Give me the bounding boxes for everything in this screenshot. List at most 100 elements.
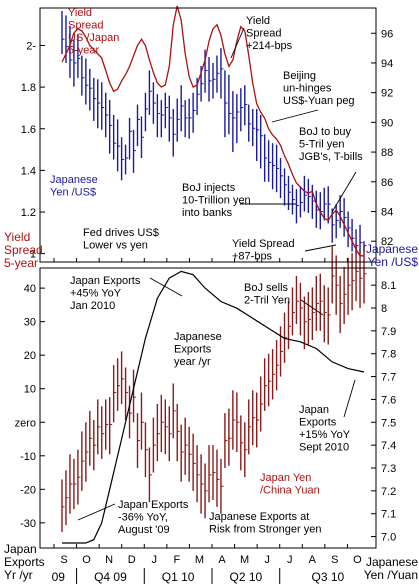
annotation-exports-aug-09: -36% YoY, xyxy=(118,512,168,524)
bottom-left-axis-title: Yr /yr xyxy=(4,568,33,582)
annotation-leader xyxy=(77,503,116,521)
month-label: M xyxy=(195,554,204,566)
annotation-yield-spread-title: US /Japan xyxy=(68,32,119,44)
annotation-yield-spread-87: +87-bps xyxy=(232,251,273,263)
annotation-yield-spread-214: Spread xyxy=(246,28,281,40)
bottom-left-tick-label: zero xyxy=(15,417,36,429)
month-label: D xyxy=(128,554,136,566)
bottom-right-tick-label: 7.7 xyxy=(381,372,396,384)
annotation-exports-risk: Risk from Stronger yen xyxy=(209,524,321,536)
annotation-boj-injects: into banks xyxy=(182,207,233,219)
annotation-leader xyxy=(271,109,319,123)
annotation-boj-sells: 2-Tril Yen xyxy=(244,295,290,307)
annotation-exports-jan-2010: +45% YoY xyxy=(70,288,122,300)
bottom-left-tick-label: -10 xyxy=(20,451,36,463)
top-right-axis-title: Japanese xyxy=(366,242,418,256)
bottom-right-tick-label: 7.2 xyxy=(381,486,396,498)
bottom-left-axis-title: Japan xyxy=(4,542,37,556)
top-left-tick-label: 1.8 xyxy=(21,82,36,94)
bottom-right-tick-label: 7.6 xyxy=(381,394,396,406)
top-right-tick-label: 86 xyxy=(381,177,393,189)
annotation-exports-aug-09: August '09 xyxy=(118,524,170,536)
top-right-tick-label: 82 xyxy=(381,236,393,248)
quarter-label: Q4 09 xyxy=(94,570,127,584)
top-right-tick-label: 88 xyxy=(381,147,393,159)
annotation-leader xyxy=(304,244,337,252)
top-right-tick-label: 96 xyxy=(381,28,393,40)
month-label: J xyxy=(264,554,270,566)
bottom-right-axis-title: Japanese xyxy=(366,555,418,569)
top-left-tick-label: 1 xyxy=(30,249,36,261)
exports-line xyxy=(62,270,365,544)
annotation-exports-sept-2010: Sept 2010 xyxy=(299,442,349,454)
bottom-right-axis-title: Yen /Yuan xyxy=(364,568,418,582)
annotation-yield-spread-title: 5-year xyxy=(68,45,100,57)
annotation-yield-spread-title: Yield xyxy=(68,7,92,19)
bottom-panel-frame xyxy=(39,267,377,549)
bottom-right-tick-label: 7.3 xyxy=(381,463,396,475)
annotation-leader xyxy=(331,171,357,213)
month-label: O xyxy=(82,554,91,566)
annotation-fed-drives: Fed drives US$ xyxy=(83,227,159,239)
top-left-tick-label: 1.2 xyxy=(21,207,36,219)
annotation-exports-yr-label: Exports xyxy=(174,344,212,356)
bottom-left-tick-label: 40 xyxy=(24,283,36,295)
annotation-exports-yr-label: year /yr xyxy=(174,356,211,368)
top-right-axis-title: Yen /US$ xyxy=(368,255,419,269)
annotation-exports-yr-label: Japanese xyxy=(174,331,222,343)
annotation-exports-risk: Japanese Exports at xyxy=(209,511,309,523)
annotation-leader xyxy=(230,27,245,59)
top-right-tick-label: 92 xyxy=(381,88,393,100)
top-right-tick-label: 94 xyxy=(381,58,393,70)
top-left-axis-title: 5-year xyxy=(4,256,38,270)
quarter-label: 09 xyxy=(52,570,66,584)
quarter-label: Q3 10 xyxy=(312,570,345,584)
bottom-right-tick-label: 7.4 xyxy=(381,440,396,452)
bottom-left-axis-title: Exports xyxy=(4,555,45,569)
annotation-yen-yuan-label: Japan Yen xyxy=(260,472,311,484)
bottom-right-tick-label: 7.5 xyxy=(381,417,396,429)
top-right-tick-label: 84 xyxy=(381,206,393,218)
month-label: J xyxy=(152,554,158,566)
annotation-japanese-yen-left: Yen /US$ xyxy=(50,187,96,199)
bottom-right-tick-label: 8 xyxy=(381,303,387,315)
annotation-leader xyxy=(343,379,356,418)
yield-spread-line xyxy=(61,5,364,257)
bottom-left-tick-label: -20 xyxy=(20,484,36,496)
annotation-yield-spread-214: +214-bps xyxy=(246,40,293,52)
annotation-exports-jan-2010: Jan 2010 xyxy=(70,300,115,312)
quarter-label: Q2 10 xyxy=(230,570,263,584)
month-label: O xyxy=(353,554,362,566)
month-label: S xyxy=(60,554,67,566)
top-panel-frame xyxy=(39,7,377,263)
annotation-beijing: un-hinges xyxy=(283,83,332,95)
top-left-axis-title: Yield xyxy=(4,230,30,244)
bottom-left-tick-label: -30 xyxy=(20,518,36,530)
top-right-tick-label: 90 xyxy=(381,117,393,129)
annotation-leader xyxy=(149,277,183,297)
top-left-tick-label: 1.4 xyxy=(21,165,36,177)
bottom-left-tick-label: 30 xyxy=(24,317,36,329)
annotation-exports-jan-2010: Japan Exports xyxy=(70,275,141,287)
top-left-tick-label: 1.6 xyxy=(21,124,36,136)
annotation-exports-aug-09: Japan Exports xyxy=(118,499,189,511)
annotation-yield-spread-87: Yield Spread xyxy=(232,238,295,250)
annotation-leader xyxy=(300,299,324,316)
annotation-boj-injects: BoJ injects xyxy=(182,182,236,194)
bottom-right-tick-label: 8.1 xyxy=(381,280,396,292)
month-label: F xyxy=(173,554,180,566)
bottom-right-tick-label: 7.8 xyxy=(381,349,396,361)
annotation-boj-buy: JGB's, T-bills xyxy=(299,151,363,163)
annotation-beijing: Beijing xyxy=(283,70,316,82)
bottom-right-tick-label: 7.9 xyxy=(381,326,396,338)
month-label: S xyxy=(331,554,338,566)
annotation-exports-sept-2010: +15% YoY xyxy=(299,429,351,441)
bottom-left-tick-label: 10 xyxy=(24,384,36,396)
month-label: J xyxy=(287,554,293,566)
annotation-boj-sells: BoJ sells xyxy=(244,282,289,294)
bottom-left-tick-label: 20 xyxy=(24,350,36,362)
annotation-japanese-yen-left: Japanese xyxy=(50,174,98,186)
top-left-axis-title: Spread xyxy=(4,243,43,257)
bottom-right-tick-label: 7.0 xyxy=(381,532,396,544)
annotation-yen-yuan-label: /China Yuan xyxy=(260,485,320,497)
